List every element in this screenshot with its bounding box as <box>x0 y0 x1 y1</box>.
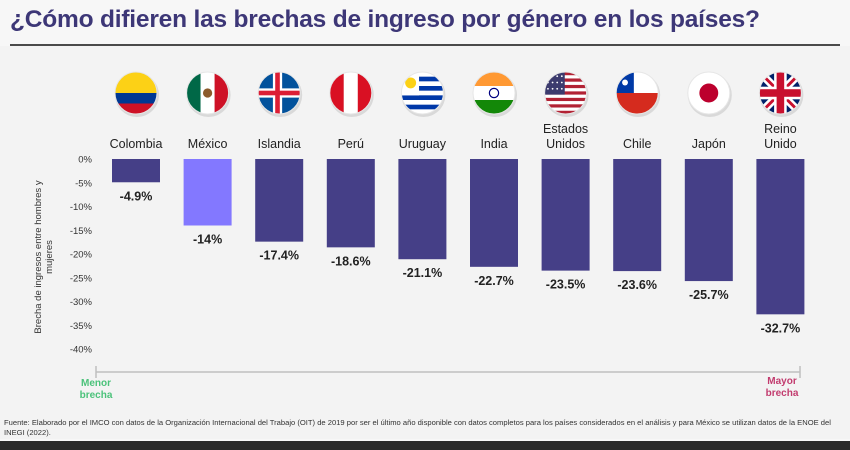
data-label: -22.7% <box>474 274 514 288</box>
y-tick-label: -30% <box>70 297 93 308</box>
y-tick-label: 0% <box>78 155 92 166</box>
scale-high-label: Mayor brecha <box>765 376 799 399</box>
data-label: -18.6% <box>331 254 371 268</box>
source-footnote: Fuente: Elaborado por el IMCO con datos … <box>4 418 831 437</box>
y-tick-label: -25% <box>70 273 93 284</box>
category-label: México <box>188 137 228 151</box>
flag-colombia-icon <box>115 72 157 114</box>
data-label: -17.4% <box>259 249 299 263</box>
flags-row <box>114 71 804 117</box>
data-label: -23.5% <box>546 278 586 292</box>
page-title: ¿Cómo difieren las brechas de ingreso po… <box>10 6 760 33</box>
y-axis: 0% -5% -10% -15% -20% -25% -30% -35% -40% Brecha … <box>33 155 93 356</box>
flag-japan-icon <box>687 72 730 114</box>
data-label: -21.1% <box>403 266 443 280</box>
flag-chile-icon <box>616 72 659 114</box>
y-tick-label: -15% <box>70 226 93 237</box>
title-divider <box>10 44 840 46</box>
data-label: -32.7% <box>761 321 801 335</box>
flag-peru-icon <box>329 72 372 114</box>
bar <box>541 159 590 271</box>
flag-uruguay-icon <box>401 72 444 114</box>
data-label: -23.6% <box>617 278 657 292</box>
scale-low-label: Menor brecha <box>79 378 113 401</box>
category-label: Islandia <box>258 137 301 151</box>
bar <box>684 159 733 282</box>
category-labels: Colombia México Islandia Perú Uruguay India Es… <box>110 122 797 151</box>
category-label: Uruguay <box>399 137 447 151</box>
category-label: Colombia <box>110 137 163 151</box>
bottom-bar <box>0 441 850 450</box>
flag-iceland-icon <box>258 72 301 114</box>
y-tick-label: -20% <box>70 250 93 261</box>
bar-chart: Colombia México Islandia Perú Uruguay India Es… <box>33 71 805 378</box>
bar <box>398 159 447 260</box>
y-tick-label: -40% <box>70 345 93 356</box>
data-label: -25.7% <box>689 288 729 302</box>
category-label: Japón <box>692 137 726 151</box>
flag-india-icon <box>473 72 515 114</box>
y-tick-label: -35% <box>70 321 93 332</box>
flag-uk-icon <box>759 72 802 114</box>
bar <box>183 159 232 226</box>
bars <box>112 159 805 315</box>
data-label: -14% <box>193 233 222 247</box>
y-axis-title: Brecha de ingresos entre hombres ymujere… <box>33 180 55 333</box>
category-label: Chile <box>623 137 652 151</box>
y-tick-label: -10% <box>70 202 93 213</box>
bar <box>326 159 375 248</box>
category-label: Estados Unidos <box>543 122 588 151</box>
category-label: Reino Unido <box>764 122 797 151</box>
flag-mexico-icon <box>186 72 229 114</box>
bar <box>756 159 805 315</box>
data-label: -4.9% <box>120 189 153 203</box>
bar <box>112 159 160 183</box>
category-label: India <box>480 137 507 151</box>
scale-line <box>95 366 801 378</box>
category-label: Perú <box>338 137 364 151</box>
bar <box>613 159 662 272</box>
bar <box>255 159 304 242</box>
data-labels: -4.9% -14% -17.4% -18.6% -21.1% -22.7% -23.5% -… <box>120 189 801 335</box>
y-tick-label: -5% <box>75 178 92 189</box>
bar <box>470 159 518 267</box>
